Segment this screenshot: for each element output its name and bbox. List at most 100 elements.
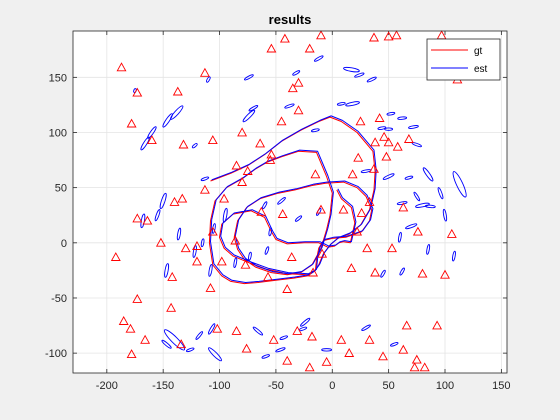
landmark-estimate-ellipse: [382, 173, 395, 180]
landmark-marker: [155, 237, 166, 247]
landmark-estimate-ellipse: [390, 342, 399, 347]
landmark-marker: [419, 362, 430, 372]
landmark-marker: [391, 30, 402, 40]
landmark-marker: [353, 152, 364, 162]
landmark-marker: [316, 204, 326, 214]
landmark-estimate-ellipse: [405, 223, 418, 230]
landmark-marker: [242, 165, 253, 175]
landmark-estimate-ellipse: [452, 171, 467, 198]
landmark-estimate-ellipse: [313, 55, 324, 62]
landmark-marker: [199, 184, 210, 194]
landmark-estimate-ellipse: [208, 264, 213, 277]
landmark-marker: [142, 215, 153, 225]
trajectory-est: [210, 115, 377, 283]
landmark-estimate-ellipse: [399, 267, 405, 276]
trajectory-gt: [208, 116, 376, 285]
landmark-marker: [336, 334, 347, 344]
landmark-marker: [166, 302, 177, 312]
landmark-estimate-ellipse: [366, 76, 377, 83]
landmark-estimate-ellipse: [310, 128, 320, 133]
landmark-marker: [205, 282, 216, 292]
landmark-marker: [369, 163, 379, 173]
landmark-estimate-ellipse: [300, 317, 311, 327]
landmark-marker: [398, 202, 409, 212]
landmark-marker: [287, 83, 298, 93]
landmark-marker: [169, 196, 180, 206]
landmark-marker: [370, 137, 381, 147]
landmark-estimate-ellipse: [200, 176, 210, 182]
landmark-estimate-ellipse: [268, 227, 273, 237]
landmark-estimate-ellipse: [336, 101, 346, 106]
y-tick-label: 50: [55, 183, 67, 195]
landmark-estimate-ellipse: [252, 326, 264, 336]
landmark-estimate-ellipse: [208, 347, 222, 362]
landmark-estimate-ellipse: [159, 192, 167, 209]
landmark-marker: [446, 228, 457, 238]
x-tick-label: -100: [209, 380, 231, 392]
landmark-estimate-ellipse: [377, 126, 387, 130]
y-tick-label: 0: [61, 238, 67, 250]
landmark-marker: [286, 252, 297, 261]
landmark-marker: [282, 284, 293, 293]
landmark-marker: [266, 43, 277, 53]
plot-frame: [72, 30, 508, 374]
landmark-marker: [199, 67, 210, 77]
landmark-estimate-ellipse: [386, 111, 396, 116]
legend: gt est: [426, 38, 501, 81]
landmark-marker: [241, 343, 252, 353]
landmark-marker: [374, 113, 385, 122]
landmark-estimate-ellipse: [147, 126, 157, 139]
x-tick-label: 0: [329, 380, 335, 392]
landmark-marker: [207, 226, 218, 236]
landmark-marker: [364, 334, 375, 344]
trajectories: [208, 115, 377, 285]
x-tick-label: -200: [96, 380, 118, 392]
landmark-marker: [237, 176, 248, 186]
x-tick-label: -50: [268, 380, 284, 392]
landmark-estimate-ellipse: [442, 208, 448, 222]
landmark-estimate-ellipse: [397, 116, 408, 120]
landmark-estimate-ellipse: [161, 339, 172, 349]
landmark-marker: [178, 139, 189, 149]
landmark-marker: [255, 138, 266, 148]
landmark-estimate-ellipse: [294, 215, 303, 222]
landmark-marker: [369, 32, 379, 42]
landmark-marker: [403, 133, 414, 143]
landmark-marker: [310, 169, 321, 179]
landmark-estimate-ellipse: [422, 167, 434, 182]
landmark-marker: [212, 323, 223, 333]
landmark-marker: [132, 213, 143, 223]
landmark-marker: [263, 271, 273, 281]
landmark-estimate-ellipse: [233, 257, 238, 269]
x-tick-label: -150: [152, 380, 174, 392]
landmark-estimate-ellipse: [345, 101, 360, 107]
landmark-estimate-ellipse: [140, 136, 150, 151]
landmark-estimate-ellipse: [191, 143, 198, 149]
landmark-estimate-ellipse: [277, 197, 286, 205]
landmark-marker: [398, 344, 409, 354]
landmark-marker: [347, 169, 358, 179]
landmark-marker: [207, 135, 218, 145]
landmark-marker: [140, 334, 151, 344]
y-tick-label: 150: [49, 72, 67, 84]
landmark-estimate-ellipse: [380, 269, 386, 278]
landmark-estimate-ellipse: [413, 191, 421, 202]
landmark-marker: [293, 105, 304, 115]
landmark-estimate-ellipse: [242, 109, 256, 123]
legend-label-est: est: [474, 64, 488, 75]
landmark-estimate-ellipse: [176, 227, 182, 241]
landmark-estimate-ellipse: [424, 204, 436, 209]
landmark-marker: [172, 86, 183, 96]
landmark-marker: [401, 320, 412, 330]
landmark-estimate-ellipse: [415, 202, 430, 208]
landmark-marker: [370, 267, 381, 277]
landmark-estimate-ellipse: [164, 263, 169, 278]
landmark-marker: [277, 208, 288, 218]
landmark-marker: [292, 325, 303, 335]
landmark-estimate-ellipse: [162, 113, 173, 128]
landmark-marker: [304, 43, 315, 53]
landmark-marker: [231, 160, 242, 170]
landmark-marker: [146, 135, 157, 145]
landmark-estimate-ellipse: [397, 231, 402, 243]
